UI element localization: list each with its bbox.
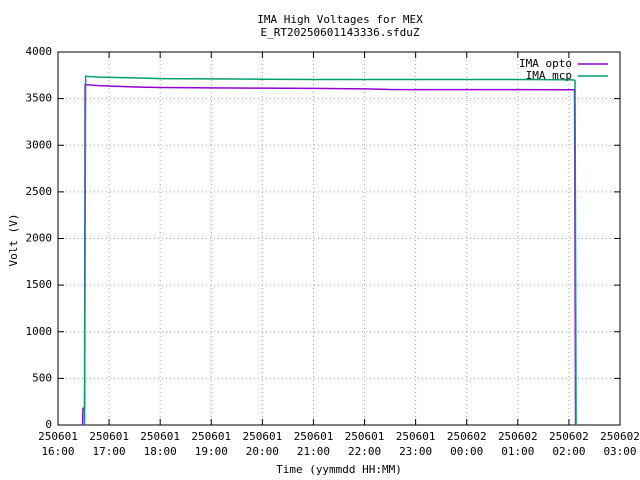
y-tick-label: 3500 [26,92,53,105]
x-tick-label: 250601 [396,430,436,443]
legend-label: IMA opto [519,57,572,70]
x-tick-label: 250601 [242,430,282,443]
y-axis-label: Volt (V) [7,214,20,267]
chart-subtitle: E_RT20250601143336.sfduZ [261,26,420,39]
x-tick-label: 16:00 [41,445,74,458]
y-tick-label: 0 [45,418,52,431]
y-tick-label: 2000 [26,232,53,245]
x-tick-label: 01:00 [501,445,534,458]
x-tick-label: 21:00 [297,445,330,458]
x-tick-label: 250601 [191,430,231,443]
x-tick-label: 250601 [89,430,129,443]
x-tick-label: 250602 [600,430,640,443]
y-tick-label: 2500 [26,185,53,198]
x-tick-label: 18:00 [144,445,177,458]
x-tick-label: 17:00 [93,445,126,458]
x-tick-label: 19:00 [195,445,228,458]
y-tick-label: 1500 [26,278,53,291]
plot-frame [57,51,621,426]
x-tick-label: 03:00 [603,445,636,458]
y-tick-label: 500 [32,371,52,384]
x-tick-label: 250602 [447,430,487,443]
x-tick-label: 250601 [140,430,180,443]
data-line [83,75,577,426]
legend-label: IMA mcp [526,69,572,82]
x-tick-label: 22:00 [348,445,381,458]
y-tick-label: 4000 [26,45,53,58]
data-line [81,83,577,426]
x-tick-label: 250602 [498,430,538,443]
chart-title: IMA High Voltages for MEX [257,13,423,26]
x-axis-label: Time (yymmdd HH:MM) [276,463,402,476]
x-tick-label: 250601 [38,430,78,443]
x-tick-label: 00:00 [450,445,483,458]
x-tick-label: 250601 [294,430,334,443]
x-tick-label: 250601 [345,430,385,443]
x-tick-label: 20:00 [246,445,279,458]
y-tick-label: 1000 [26,325,53,338]
x-tick-label: 23:00 [399,445,432,458]
y-tick-label: 3000 [26,138,53,151]
x-tick-label: 02:00 [552,445,585,458]
x-tick-label: 250602 [549,430,589,443]
